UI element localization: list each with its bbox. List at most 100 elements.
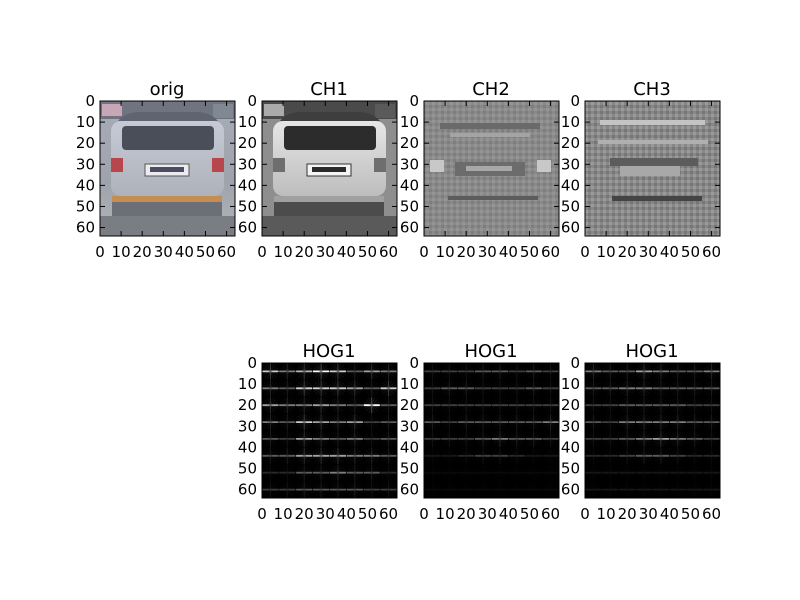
hog-cell-stroke [687, 367, 703, 375]
hog-cell-stroke [544, 432, 557, 446]
y-tick-label: 0 [409, 92, 419, 110]
hog-cell-stroke [496, 363, 504, 380]
hog-cell-stroke [266, 431, 274, 447]
hog-cell-stroke [313, 384, 329, 392]
hog-cell-stroke [351, 448, 359, 464]
hog-cell-stroke [606, 397, 614, 413]
hog-cell-stroke [279, 435, 295, 443]
x-tick-label: 40 [499, 505, 518, 523]
hog-cell-stroke [348, 449, 361, 462]
hog-cell-stroke [314, 415, 328, 429]
hog-cell-stroke [428, 465, 436, 481]
hog-cell-stroke [544, 466, 557, 479]
hog-cell-stroke [380, 469, 397, 477]
hog-cell-stroke [496, 363, 504, 380]
hog-cell-stroke [460, 432, 473, 446]
hog-cell-stroke [606, 363, 614, 380]
y-tick-label: 10 [400, 113, 419, 131]
hog-cell-stroke [542, 384, 559, 392]
hog-cell-stroke [703, 401, 720, 409]
hog-cell-stroke [602, 435, 618, 443]
hog-cell-stroke [670, 435, 686, 443]
hog-cell-stroke [674, 448, 682, 464]
hog-cell-stroke [382, 449, 395, 462]
y-tick-label: 20 [238, 134, 257, 152]
hog-cell-stroke [347, 418, 363, 426]
hog-cell-stroke [606, 465, 614, 481]
hog-cell-stroke [283, 481, 291, 498]
hog-cell-stroke [688, 415, 701, 429]
hog-cell-stroke [330, 384, 346, 392]
hog-cell-stroke [281, 449, 294, 462]
hog-cell-stroke [493, 483, 507, 496]
hog-cell-stroke [264, 382, 277, 395]
hog-cell-stroke [382, 466, 395, 479]
hog-cell-stroke [636, 418, 652, 426]
hog-cell-stroke [445, 397, 453, 413]
hog-cell-stroke [460, 382, 473, 395]
hog-cell-stroke [382, 415, 395, 429]
hog-cell-stroke [657, 465, 665, 481]
hog-cell-stroke [476, 382, 490, 395]
hog-cell-stroke [424, 367, 441, 375]
hog-cell-stroke [619, 367, 635, 375]
hog-cell-stroke [688, 382, 701, 395]
hog-cell-stroke [380, 418, 397, 426]
hog-cell-stroke [671, 483, 684, 496]
hog-cell-stroke [670, 469, 686, 477]
hog-cell-stroke [619, 418, 635, 426]
hog-cell-stroke [670, 401, 686, 409]
y-tick-label: 60 [238, 481, 257, 499]
hog-cell-stroke [368, 481, 376, 498]
hog-cell-stroke [296, 469, 312, 477]
hog-cell-stroke [475, 469, 491, 477]
hog-cell-stroke [604, 432, 617, 446]
hog-cell-stroke [547, 431, 555, 447]
panel-ch3: CH3 [584, 79, 721, 237]
hog-cell-stroke [544, 432, 557, 446]
hog-cell-stroke [331, 449, 345, 462]
y-tick-label: 0 [247, 92, 257, 110]
hog-cell-stroke [636, 469, 652, 477]
hog-cell-stroke [708, 380, 716, 396]
hog-cell-stroke [653, 435, 669, 443]
hog-cell-stroke [703, 486, 720, 494]
hog-cell-stroke [619, 452, 635, 460]
hog-cell-stroke [279, 486, 295, 494]
y-tick-label: 40 [400, 176, 419, 194]
x-tick-label: 0 [95, 243, 105, 261]
hog-cell-stroke [604, 432, 617, 446]
hog-cell-stroke [493, 382, 507, 395]
hog-cell-stroke [314, 432, 328, 446]
hog-cell-stroke [266, 448, 274, 464]
hog-cell-stroke [458, 384, 474, 392]
hog-cell-stroke [492, 418, 508, 426]
hog-cell-stroke [458, 418, 474, 426]
hog-cell-stroke [460, 415, 473, 429]
hog-cell-stroke [476, 382, 490, 395]
hog-cell-stroke [703, 384, 720, 392]
hog-cell-stroke [509, 435, 525, 443]
hog-cell-stroke [619, 384, 635, 392]
hog-cell-stroke [621, 449, 634, 462]
hog-cell-stroke [587, 399, 600, 412]
hog-cell-stroke [589, 465, 597, 481]
hog-cell-stroke [604, 382, 617, 395]
hog-cell-stroke [330, 367, 346, 375]
y-tick-label: 50 [400, 197, 419, 215]
y-tick-label: 40 [561, 176, 580, 194]
hog-cell-stroke [703, 367, 720, 375]
hog-cell-stroke [587, 432, 600, 446]
hog-image [423, 362, 560, 499]
hog-cell-stroke [492, 401, 508, 409]
hog-cell-stroke [671, 449, 684, 462]
panel-title: HOG1 [302, 341, 355, 362]
hog-cell-stroke [364, 452, 380, 460]
hog-cell-stroke [691, 380, 699, 396]
hog-cell-stroke [653, 486, 669, 494]
hog-cell-stroke [513, 397, 521, 413]
hog-cell-stroke [330, 384, 346, 392]
y-tick-label: 60 [561, 481, 580, 499]
hog-cell-stroke [298, 415, 311, 429]
hog-cell-stroke [585, 367, 602, 375]
